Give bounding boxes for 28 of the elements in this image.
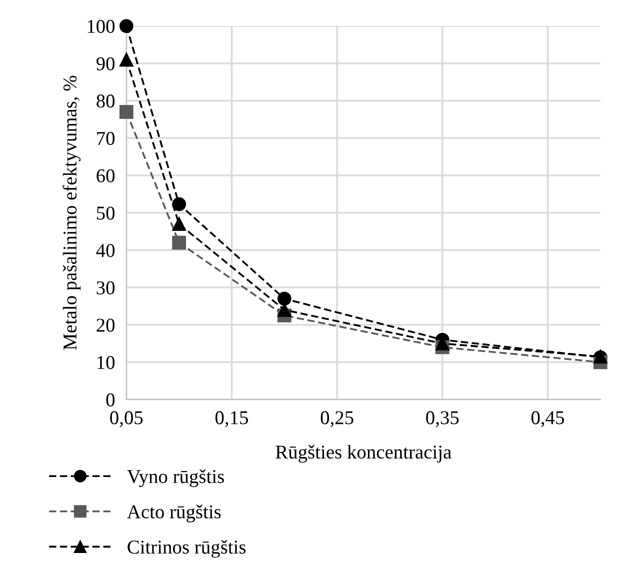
y-tick-label: 10 xyxy=(98,356,115,370)
point xyxy=(277,292,292,306)
x-tick-label: 0,05 xyxy=(110,411,143,428)
legend-label: Vyno rūgštis xyxy=(127,469,224,488)
point xyxy=(172,217,186,231)
x-tick-label: 0,45 xyxy=(531,411,564,428)
y-tick-label: 40 xyxy=(96,244,115,258)
point xyxy=(119,19,134,33)
point xyxy=(119,105,134,119)
y-tick-label: 50 xyxy=(96,206,115,220)
x-tick-label: 0,25 xyxy=(320,411,354,428)
y-tick-label: 0 xyxy=(106,393,115,406)
x-tick-label: 0,15 xyxy=(215,411,248,428)
y-tick-label: 30 xyxy=(96,281,115,294)
y-tick-label: 60 xyxy=(96,169,115,182)
y-tick-label: 70 xyxy=(97,132,115,146)
point xyxy=(119,52,134,67)
point xyxy=(172,197,186,212)
x-axis-title: Rūgšties koncentracija xyxy=(276,444,452,463)
y-tick-label: 80 xyxy=(96,94,115,108)
x-tick-label: 0,35 xyxy=(426,411,459,428)
y-tick-label: 20 xyxy=(96,318,115,332)
legend-label: Citrinos rūgštis xyxy=(128,540,246,558)
point xyxy=(172,236,186,250)
y-tick-label: 100 xyxy=(88,20,115,33)
y-axis-title: Metalo pašalinimo efektyvumas, % xyxy=(62,76,81,350)
y-tick-label: 90 xyxy=(96,57,115,70)
legend-label: Acto rūgštis xyxy=(127,504,221,522)
